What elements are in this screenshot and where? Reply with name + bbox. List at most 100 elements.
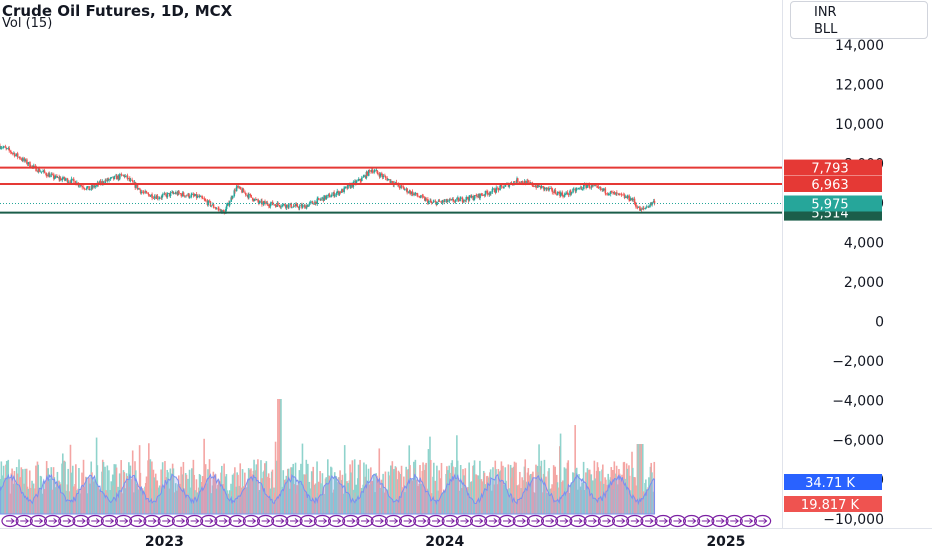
candle-body [274, 204, 277, 207]
candle-body [561, 192, 564, 196]
volume-bar [425, 462, 427, 514]
candle-body [384, 175, 386, 177]
volume-bar [161, 462, 164, 514]
candle-body [604, 188, 607, 194]
candle-body [49, 174, 51, 178]
candle-body [191, 194, 193, 195]
volume-bar [215, 488, 218, 514]
candle-body [95, 184, 98, 186]
volume-bar [543, 459, 546, 514]
volume-bar [88, 483, 91, 514]
x-tick-label: 2025 [706, 534, 745, 550]
candle-body [152, 198, 155, 199]
candle-body [379, 173, 382, 177]
time-marker-icon [413, 514, 431, 528]
volume-bar [339, 470, 341, 514]
volume-bar [293, 484, 295, 514]
candle-body [45, 172, 47, 176]
time-marker-icon [597, 514, 616, 528]
volume-bar [608, 479, 610, 514]
volume-bar [351, 460, 354, 514]
time-marker-icon [725, 514, 743, 528]
volume-bar [626, 468, 629, 514]
candle-body [550, 188, 553, 189]
candle-body [296, 204, 299, 207]
candle-body [565, 192, 567, 195]
candle-body [201, 196, 203, 198]
volume-bar [422, 462, 424, 514]
candle-body [285, 204, 288, 208]
candle-body [438, 200, 441, 202]
candle-body [72, 178, 75, 181]
candle-body [411, 191, 414, 196]
candle-body [204, 199, 206, 201]
candle-body [153, 196, 156, 199]
time-marker-icon [342, 514, 360, 528]
candle-body [407, 192, 410, 194]
candle-body [462, 201, 465, 203]
volume-bar [502, 484, 505, 514]
candle-body [632, 198, 634, 201]
candle-body [104, 180, 107, 184]
candle-body [580, 187, 583, 190]
candle-body [447, 201, 449, 203]
candle-body [320, 198, 322, 200]
volume-bar [290, 467, 293, 514]
candle-body [222, 210, 225, 212]
time-marker-icon [526, 514, 545, 528]
volume-bar [320, 483, 322, 514]
volume-bar [70, 472, 73, 514]
candle-body [333, 192, 335, 197]
candle-body [253, 198, 256, 201]
candle-body [425, 198, 428, 200]
time-marker-icon [171, 514, 189, 528]
volume-bar [476, 475, 478, 514]
time-marker-arrow-icon [318, 518, 328, 524]
candle-body [327, 194, 329, 197]
time-marker-icon [271, 514, 289, 528]
volume-bar [414, 459, 417, 514]
candle-body [629, 198, 632, 201]
time-marker-arrow-icon [588, 518, 597, 524]
currency-unit-box[interactable]: INR BLL [790, 1, 928, 39]
time-marker-arrow-icon [375, 518, 384, 524]
candle-body [436, 201, 438, 205]
candle-body [463, 199, 465, 202]
volume-bar [169, 468, 172, 514]
volume-bar [126, 475, 129, 514]
candle-body [419, 197, 421, 199]
candle-body [619, 193, 621, 195]
candle-body [3, 146, 5, 148]
volume-bar [382, 473, 384, 514]
volume-bar [40, 476, 43, 514]
volume-bar [602, 483, 605, 514]
candle-body [546, 187, 548, 190]
level-label-bg [784, 159, 882, 176]
candle-body [527, 181, 530, 183]
candle-body [121, 174, 123, 176]
candle-body [6, 148, 8, 150]
candle-body [251, 197, 254, 201]
candle-body [65, 178, 67, 180]
time-marker-arrow-icon [77, 518, 86, 524]
candle-body [129, 178, 131, 181]
candle-body [448, 199, 451, 202]
time-marker-icon [668, 514, 687, 528]
volume-bar [86, 493, 89, 514]
candle-body [61, 179, 64, 181]
volume-bar [105, 490, 107, 514]
candle-body [319, 199, 322, 201]
volume-bar [497, 468, 500, 514]
candle-body [588, 183, 590, 188]
volume-axis-label-bg [784, 474, 882, 490]
candle-body [188, 197, 191, 198]
candle-body [180, 193, 183, 197]
volume-bar [371, 480, 374, 514]
candle-body [149, 195, 152, 197]
candle-body [276, 202, 279, 207]
volume-bar [651, 472, 653, 514]
volume-bar [554, 466, 556, 514]
candle-body [102, 181, 104, 184]
volume-bar [196, 492, 199, 514]
